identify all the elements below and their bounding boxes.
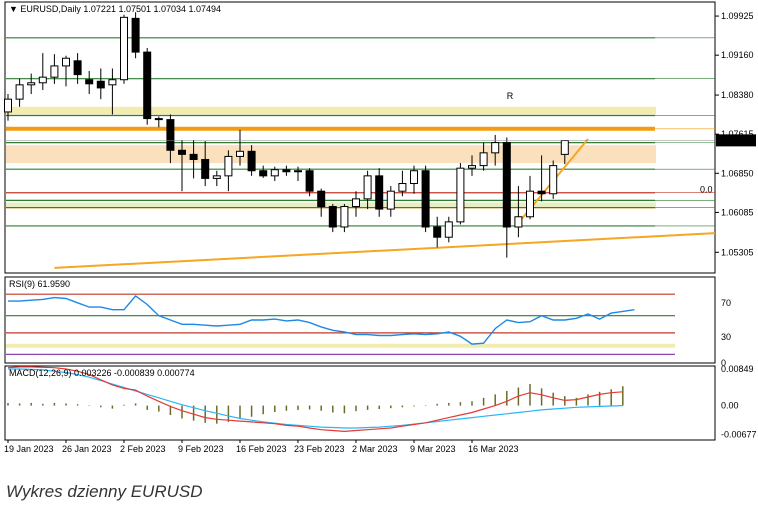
candle-bear — [143, 51, 152, 120]
candle-bear — [502, 142, 511, 228]
x-tick-label: 16 Mar 2023 — [468, 444, 519, 454]
candle-bull — [62, 57, 70, 67]
candle-bull — [479, 152, 488, 167]
y-tick-label: 1.09925 — [721, 11, 754, 21]
x-tick-label: 19 Jan 2023 — [4, 444, 54, 454]
candle-bull — [27, 82, 36, 86]
candle-bull — [38, 76, 47, 84]
rsi-tick-label: 30 — [721, 332, 731, 342]
y-tick-label: 1.06085 — [721, 207, 754, 217]
candle-bear — [537, 190, 546, 195]
macd-tick-label: -0.00677 — [721, 430, 757, 440]
caption: Wykres dzienny EURUSD — [6, 482, 203, 501]
x-tick-label: 2 Mar 2023 — [352, 444, 398, 454]
candle-bear — [421, 170, 430, 228]
candle-bull — [340, 206, 349, 228]
x-tick-label: 26 Jan 2023 — [62, 444, 112, 454]
rsi-panel-frame — [4, 276, 716, 364]
support-trendline — [54, 232, 716, 269]
chart-annotation: 0.0 — [700, 185, 713, 195]
candle-bull — [398, 183, 407, 192]
candle-bear — [131, 17, 140, 53]
candle-bull — [386, 190, 395, 210]
candle-bull — [468, 165, 476, 169]
candle-bear — [166, 119, 175, 151]
macd-tick-label: 0.00849 — [721, 364, 754, 374]
rsi-tick-label: 70 — [721, 298, 731, 308]
candle-bull — [120, 16, 128, 81]
candle-bull — [526, 190, 534, 218]
candle-bear — [282, 169, 291, 173]
chart-annotation: R — [507, 91, 514, 101]
candle-bull — [4, 98, 12, 113]
rsi-tick-label: 0 — [721, 358, 726, 368]
x-tick-label: 16 Feb 2023 — [236, 444, 287, 454]
macd-label: MACD(12,26,9) 0.003226 -0.000839 0.00077… — [9, 368, 195, 378]
candle-bull — [294, 170, 302, 173]
candle-bear — [154, 118, 163, 121]
rsi-label: RSI(9) 61.9590 — [9, 279, 70, 289]
candle-bear — [73, 60, 82, 76]
candle-bear — [85, 79, 94, 85]
macd-main-line — [7, 366, 623, 433]
current-price-label: 1.07494 — [719, 135, 752, 145]
y-tick-label: 1.07615 — [721, 129, 754, 139]
candle-bull — [224, 155, 233, 177]
candle-bull — [514, 216, 523, 228]
candle-bull — [15, 84, 24, 100]
candle-bull — [560, 140, 569, 155]
candle-bull — [456, 167, 465, 223]
candle-bear — [305, 170, 314, 192]
candle-bear — [328, 206, 337, 228]
main-panel-frame — [4, 1, 716, 274]
chart-svg: R 0.0 ▼ EURUSD,Daily 1.07221 1.07501 1.070… — [4, 1, 757, 454]
candle-bull — [270, 169, 279, 177]
candle-bull — [108, 79, 117, 86]
chart-header: ▼ EURUSD,Daily 1.07221 1.07501 1.07034 1… — [9, 4, 221, 14]
candle-bull — [410, 170, 418, 185]
y-tick-label: 1.08380 — [721, 90, 754, 100]
x-tick-label: 23 Feb 2023 — [294, 444, 345, 454]
candle-bear — [433, 226, 442, 238]
candle-bear — [375, 175, 384, 210]
y-tick-label: 1.05305 — [721, 247, 754, 257]
candle-bear — [317, 190, 326, 208]
x-tick-label: 9 Mar 2023 — [410, 444, 456, 454]
candle-bear — [189, 153, 198, 160]
candle-bear — [201, 158, 210, 179]
y-tick-label: 1.06850 — [721, 168, 754, 178]
candle-bull — [212, 175, 221, 179]
x-tick-label: 2 Feb 2023 — [120, 444, 166, 454]
y-tick-label: 1.09160 — [721, 50, 754, 60]
current-price-box — [716, 134, 756, 147]
price-zone — [6, 145, 656, 164]
x-tick-label: 9 Feb 2023 — [178, 444, 224, 454]
macd-tick-label: 0.00 — [721, 401, 739, 411]
candle-bull — [236, 150, 244, 157]
rsi-line — [8, 294, 635, 345]
candle-bull — [444, 221, 453, 238]
price-zone — [6, 202, 656, 210]
candle-bull — [50, 65, 59, 78]
candle-bear — [96, 80, 105, 89]
candle-bear — [259, 170, 268, 177]
candle-bull — [491, 142, 500, 154]
candle-bull — [352, 198, 360, 208]
chart-area: R 0.0 ▼ EURUSD,Daily 1.07221 1.07501 1.070… — [4, 1, 757, 454]
candle-bear — [247, 150, 256, 172]
candle-bear — [178, 149, 186, 155]
candle-bull — [549, 165, 558, 195]
price-zone — [6, 106, 656, 115]
candle-bull — [363, 175, 372, 200]
